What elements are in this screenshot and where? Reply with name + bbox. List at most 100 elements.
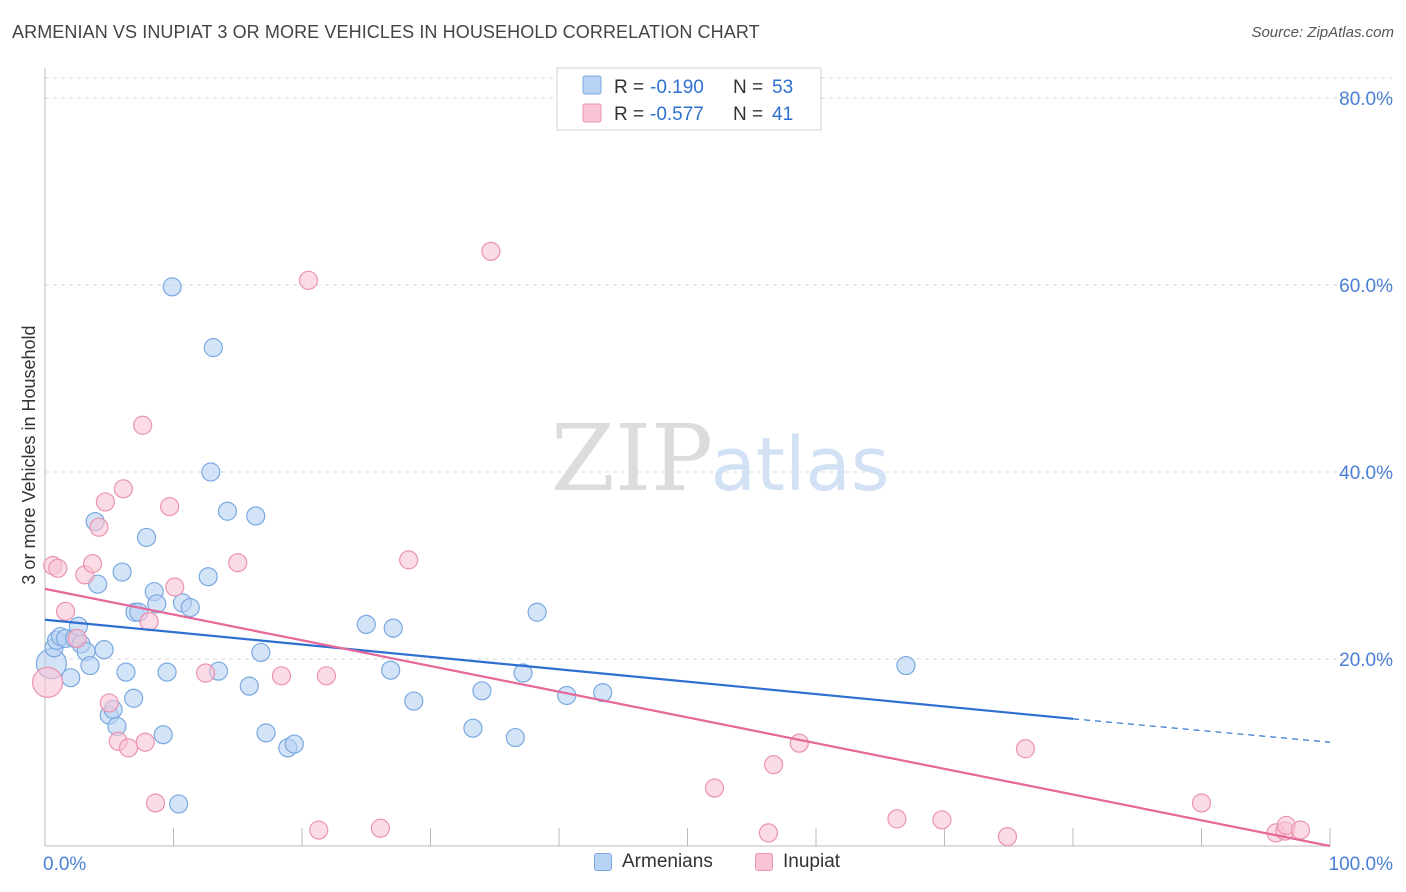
armenians-point (239, 676, 259, 696)
inupiat-point (165, 577, 185, 597)
inupiat-point (758, 823, 779, 843)
inupiat-n-label: N = (733, 104, 763, 125)
inupiat-r-value: -0.577 (650, 104, 704, 125)
armenians-point (180, 597, 200, 618)
grid (45, 77, 1392, 660)
inupiat-point (481, 241, 501, 261)
armenians-point (88, 574, 108, 594)
inupiat-point (118, 738, 139, 758)
inupiat-point (133, 415, 153, 435)
armenians-point (256, 723, 276, 743)
armenians-point (246, 506, 266, 526)
inupiat-point (135, 732, 155, 752)
armenians-trend-line (44, 618, 1074, 720)
inupiat-r-label: R = (614, 104, 644, 125)
inupiat-point (298, 270, 319, 290)
inupiat-point (997, 827, 1018, 847)
armenians-point (61, 668, 81, 688)
x-tick-label: 100.0% (1329, 854, 1394, 875)
inupiat-legend-swatch (582, 103, 602, 123)
inupiat-point (704, 778, 725, 798)
inupiat-point (89, 517, 109, 537)
y-tick-label: 60.0% (1339, 276, 1393, 297)
inupiat-point (139, 611, 159, 632)
y-tick-label: 40.0% (1339, 463, 1393, 484)
armenians-point (381, 660, 401, 680)
armenians-point (136, 527, 157, 548)
armenians-point (153, 725, 173, 745)
armenians-point (116, 662, 136, 682)
tick-labels: 20.0% 40.0% 60.0% 80.0% 0.0% 100.0% (43, 89, 1393, 875)
trend-lines (44, 587, 1331, 848)
armenians-trend-extension (1072, 718, 1331, 743)
inupiat-point (99, 693, 119, 713)
armenians-point (463, 718, 483, 738)
inupiat-point (228, 553, 248, 573)
stats-legend: R = -0.190 N = 53 R = -0.577 N = 41 (556, 67, 822, 131)
armenians-point (112, 562, 132, 582)
armenians-point (513, 663, 533, 683)
inupiat-point (1290, 820, 1311, 840)
armenians-point (593, 683, 613, 703)
inupiat-point (763, 755, 784, 775)
armenians-point (162, 277, 182, 297)
inupiat-point (31, 666, 64, 698)
armenians-point (217, 501, 238, 521)
armenians-n-label: N = (733, 77, 763, 98)
armenians-point (157, 662, 177, 682)
inupiat-point (67, 628, 87, 649)
armenians-point (169, 794, 189, 814)
inupiat-point (55, 601, 76, 621)
y-axis-label: 3 or more Vehicles in Household (19, 325, 39, 584)
y-tick-label: 20.0% (1339, 650, 1393, 671)
inupiat-point (82, 554, 103, 574)
armenians-point (284, 734, 304, 754)
inupiat-point (399, 550, 419, 570)
chart-title: ARMENIAN VS INUPIAT 3 OR MORE VEHICLES I… (12, 22, 760, 42)
inupiat-point (196, 663, 216, 683)
watermark: ZIP atlas (551, 405, 890, 512)
x-tick-label: 0.0% (43, 854, 86, 875)
inupiat-point (789, 733, 809, 753)
axes (44, 68, 1331, 847)
inupiat-point (316, 666, 337, 686)
inupiat-point (271, 666, 292, 686)
armenians-point (527, 602, 547, 622)
inupiat-point (113, 479, 133, 499)
inupiat-n-value: 41 (772, 104, 793, 125)
armenians-point (198, 567, 218, 587)
armenians-point (201, 462, 221, 482)
y-tick-label: 80.0% (1339, 89, 1393, 110)
armenians-point (472, 681, 492, 701)
armenians-point (383, 618, 403, 638)
watermark-zip: ZIP (551, 405, 713, 512)
inupiat-point (1015, 739, 1036, 759)
armenians-point (203, 338, 223, 358)
inupiat-point (1191, 793, 1212, 813)
armenians-point (124, 688, 144, 708)
inupiat-swatch (755, 853, 773, 871)
armenians-point (147, 594, 167, 614)
inupiat-point (309, 820, 329, 840)
armenians-n-value: 53 (772, 77, 793, 98)
armenians-swatch (594, 853, 612, 871)
armenians-point (251, 642, 271, 663)
inupiat-point (932, 810, 952, 830)
armenians-point (404, 691, 424, 711)
armenians-point (94, 640, 114, 660)
legend-item-inupiat: Inupiat (755, 851, 840, 873)
armenians-point (80, 655, 100, 676)
legend-label-inupiat: Inupiat (783, 851, 841, 872)
legend-label-armenians: Armenians (622, 851, 713, 872)
armenians-legend-swatch (582, 75, 602, 95)
armenians-point (505, 727, 525, 748)
data-points (31, 241, 1311, 847)
inupiat-point (887, 809, 907, 829)
inupiat-point (95, 492, 115, 512)
armenians-r-value: -0.190 (650, 77, 704, 98)
watermark-atlas: atlas (711, 422, 890, 508)
armenians-point (896, 655, 916, 676)
legend-item-armenians: Armenians (594, 851, 713, 873)
inupiat-point (160, 496, 180, 517)
